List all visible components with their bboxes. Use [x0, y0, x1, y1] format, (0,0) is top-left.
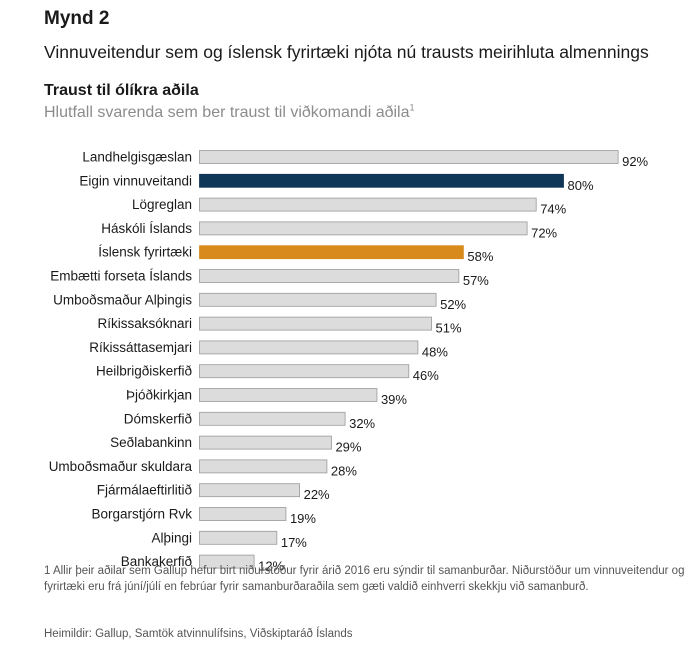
value-label: 29% — [335, 440, 361, 455]
category-label: Íslensk fyrirtæki — [98, 245, 192, 260]
bar-chart: Landhelgisgæslan 92% Eigin vinnuveitandi 80… — [49, 150, 649, 574]
value-label: 52% — [440, 297, 466, 312]
bar — [199, 530, 278, 545]
value-label: 72% — [531, 225, 557, 240]
value-label: 51% — [436, 321, 462, 336]
category-label: Eigin vinnuveitandi — [79, 173, 192, 188]
category-label: Landhelgisgæslan — [82, 150, 192, 165]
value-label: 17% — [281, 535, 307, 550]
bar — [199, 507, 287, 521]
value-label: 32% — [349, 416, 375, 431]
category-label: Ríkissáttasemjari — [89, 340, 192, 355]
bar — [199, 197, 537, 212]
figure-label: Mynd 2 — [44, 8, 110, 29]
category-label: Embætti forseta Íslands — [50, 269, 192, 284]
category-label: Alþingi — [151, 530, 192, 545]
chart-title: Traust til ólíkra aðila — [44, 82, 199, 99]
value-label: 48% — [422, 344, 448, 359]
headline: Vinnuveitendur sem og íslensk fyrirtæki … — [44, 42, 649, 62]
footnote: 1 Allir þeir aðilar sem Gallup hefur bir… — [44, 565, 685, 593]
bar — [199, 364, 410, 379]
value-label: 22% — [304, 487, 330, 502]
bar — [199, 411, 346, 426]
category-label: Borgarstjórn Rvk — [91, 507, 192, 522]
bar — [199, 292, 437, 307]
bar — [199, 483, 300, 498]
category-label: Ríkissaksóknari — [97, 316, 192, 331]
value-label: 39% — [381, 392, 407, 407]
category-label: Dómskerfið — [124, 411, 192, 426]
category-label: Seðlabankinn — [110, 435, 192, 450]
value-label: 80% — [568, 178, 594, 193]
bar — [199, 435, 332, 450]
value-label: 19% — [290, 511, 316, 526]
category-label: Fjármálaeftirlitið — [97, 483, 192, 498]
value-label: 12% — [258, 559, 284, 574]
category-label: Háskóli Íslands — [101, 221, 192, 236]
category-label: Umboðsmaður Alþingis — [53, 292, 192, 307]
bar — [199, 316, 432, 331]
chart-subtitle: Hlutfall svarenda sem ber traust til við… — [44, 102, 415, 122]
bar — [199, 245, 464, 260]
value-label: 74% — [540, 202, 566, 217]
bar — [199, 340, 419, 355]
category-label: Þjóðkirkjan — [126, 388, 192, 403]
value-label: 57% — [463, 273, 489, 288]
bar — [199, 554, 255, 569]
bar — [199, 269, 460, 283]
category-label: Umboðsmaður skuldara — [49, 459, 193, 474]
bar — [199, 388, 378, 402]
value-label: 46% — [413, 368, 439, 383]
bar — [199, 173, 564, 188]
value-label: 58% — [467, 249, 493, 264]
value-label: 92% — [622, 154, 648, 169]
category-label: Lögreglan — [132, 197, 192, 212]
bar — [199, 221, 528, 236]
category-label: Bankakerfið — [121, 554, 192, 569]
chart-subtitle-text: Hlutfall svarenda sem ber traust til við… — [44, 104, 410, 121]
bar — [199, 150, 619, 164]
value-label: 28% — [331, 463, 357, 478]
source-note: Heimildir: Gallup, Samtök atvinnulífsins… — [44, 628, 353, 640]
category-label: Heilbrigðiskerfið — [96, 364, 192, 379]
bar — [199, 459, 328, 474]
footnote-mark: 1 — [409, 102, 415, 113]
